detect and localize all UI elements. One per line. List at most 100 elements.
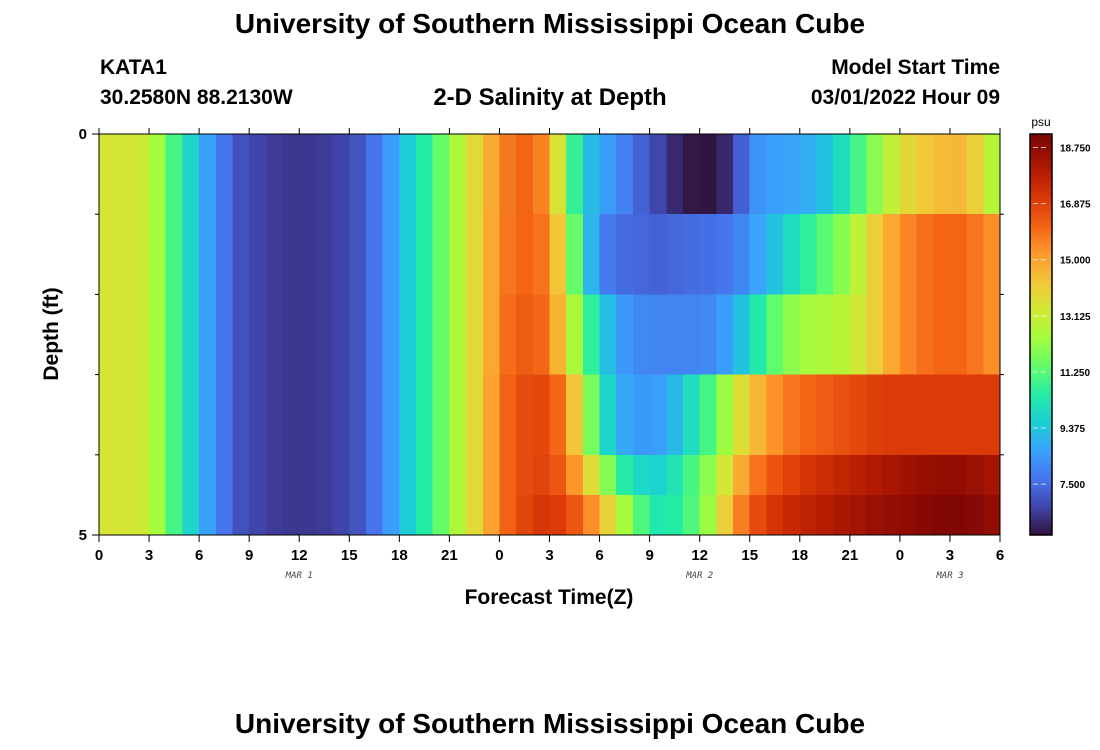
heatmap-cell [549,494,567,536]
heatmap-cell [399,294,417,376]
heatmap-cell [549,134,567,215]
heatmap-cell [966,454,984,496]
heatmap-cell [566,374,584,456]
heatmap-cell [182,454,200,496]
heatmap-cell [733,134,751,215]
heatmap-cell [466,294,484,376]
heatmap-cell [582,214,601,295]
heatmap-cell [733,374,751,456]
heatmap-cell [215,134,234,215]
heatmap-cell [382,214,400,295]
heatmap-cell [899,294,918,376]
x-axis-title: Forecast Time(Z) [465,586,634,609]
heatmap-cell [532,454,551,496]
heatmap-cell [599,214,617,295]
heatmap-cell [749,294,768,376]
heatmap-cell [716,294,734,376]
heatmap-cell [332,494,350,536]
heatmap-cell [232,374,250,456]
heatmap-cell [983,294,1001,376]
heatmap-cell [866,214,884,295]
heatmap-cell [282,214,300,295]
heatmap-cell [232,454,250,496]
heatmap-cell [199,214,217,295]
heatmap-cell [766,454,784,496]
heatmap-cell [99,494,117,536]
heatmap-cell [232,214,250,295]
heatmap-cell [115,294,133,376]
heatmap-cell [549,454,567,496]
heatmap-cell [899,374,918,456]
heatmap-cell [549,294,567,376]
heatmap-cell [783,134,801,215]
heatmap-cell [182,294,200,376]
heatmap-cell [582,134,601,215]
heatmap-cell [499,374,517,456]
heatmap-cell [849,374,868,456]
heatmap-cell [365,294,384,376]
model-start-label: Model Start Time [831,56,1000,79]
heatmap-cell [883,214,901,295]
heatmap-cell [299,134,317,215]
heatmap-cell [649,134,667,215]
heatmap-cell [833,134,851,215]
heatmap-cell [365,494,384,536]
heatmap-cell [883,374,901,456]
heatmap-cell [783,494,801,536]
heatmap-cell [349,294,367,376]
heatmap-cell [299,494,317,536]
heatmap-cell [199,454,217,496]
heatmap-cell [599,294,617,376]
x-tick-label: 6 [195,547,203,564]
heatmap-cell [382,134,400,215]
heatmap-cell [866,374,884,456]
heatmap-cell [816,494,834,536]
heatmap-cell [699,134,717,215]
heatmap-cell [282,374,300,456]
heatmap-cell [666,214,684,295]
heatmap-cell [516,454,534,496]
heatmap-cell [682,294,701,376]
x-tick-label: 12 [291,547,308,564]
heatmap-cell [749,134,768,215]
heatmap-cell [682,454,701,496]
heatmap-cell [365,454,384,496]
heatmap-cell [149,134,167,215]
heatmap-cell [232,494,250,536]
heatmap-cell [516,494,534,536]
heatmap-cell [766,214,784,295]
heatmap-cell [249,294,267,376]
x-tick-label: 3 [545,547,553,564]
heatmap-cell [849,454,868,496]
heatmap-cell [132,454,150,496]
heatmap-cell [699,494,717,536]
heatmap-cell [716,214,734,295]
heatmap-cell [599,134,617,215]
heatmap-cell [132,494,150,536]
heatmap-cell [616,214,634,295]
heatmap-cell [115,494,133,536]
heatmap-cell [215,294,234,376]
heatmap-cell [332,374,350,456]
heatmap-cell [983,454,1001,496]
heatmap-cell [265,454,284,496]
heatmap-cell [833,374,851,456]
heatmap-cell [766,494,784,536]
x-tick-label: 15 [341,547,358,564]
heatmap-cell [115,214,133,295]
heatmap-cell [449,134,467,215]
heatmap-cell [299,374,317,456]
x-tick-label: 3 [946,547,954,564]
heatmap-cell [632,134,651,215]
heatmap-cell [916,134,934,215]
heatmap-cell [315,494,334,536]
heatmap-cell [733,214,751,295]
x-date-label: MAR 2 [685,571,713,581]
heatmap-cell [249,494,267,536]
heatmap-cell [482,494,501,536]
heatmap-cell [315,374,334,456]
heatmap-cell [399,134,417,215]
heatmap-cell [399,454,417,496]
heatmap-cell [682,494,701,536]
heatmap-cell [566,494,584,536]
